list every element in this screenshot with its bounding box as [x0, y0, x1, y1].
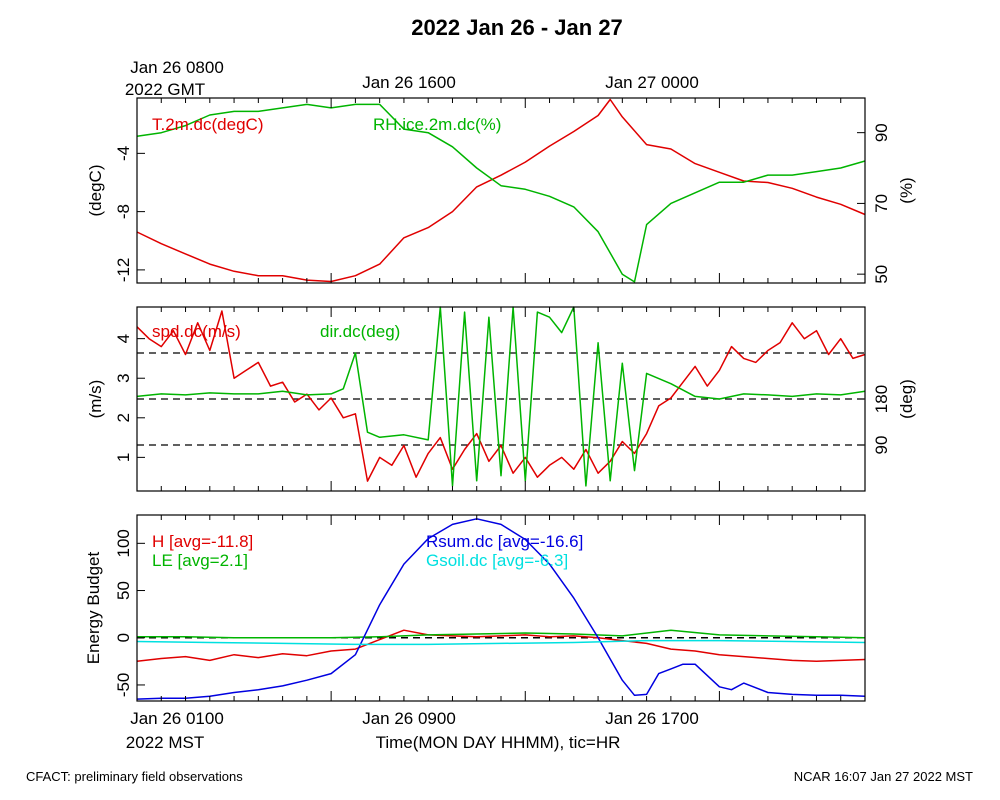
x-axis-label: Time(MON DAY HHMM), tic=HR: [376, 733, 621, 752]
wind-panel: 1 2 3 4 (m/s) 90 180 (deg) spd.dc(m/s) dir.dc(deg…: [86, 306, 916, 492]
left-tick-label-3: 4: [114, 334, 133, 343]
legend-0-1: RH.ice.2m.dc(%): [373, 115, 501, 134]
series-line-2-2: [136, 518, 866, 700]
energy-budget-panel: -50 0 50 100 Energy Budget H [avg=-11.8]LE [a…: [84, 514, 866, 702]
left-tick-label-3: 100: [114, 529, 133, 557]
legend-0-0: T.2m.dc(degC): [152, 115, 263, 134]
legend-1-0: spd.dc(m/s): [152, 322, 241, 341]
footer-left: CFACT: preliminary field observations: [26, 769, 243, 784]
right-tick-label-1: 70: [872, 194, 891, 213]
gmt-origin-label-line2: 2022 GMT: [125, 80, 205, 99]
legend-1-1: dir.dc(deg): [320, 322, 400, 341]
footer-right: NCAR 16:07 Jan 27 2022 MST: [794, 769, 973, 784]
gmt-tick-label-1: Jan 26 1600: [362, 73, 456, 92]
gmt-tick-label-2: Jan 27 0000: [605, 73, 699, 92]
legend-2-3: Gsoil.dc [avg=-6.3]: [426, 551, 568, 570]
series-line-1-0: [136, 310, 866, 482]
mst-origin-label-line2: 2022 MST: [126, 733, 204, 752]
temperature-humidity-panel: -4 -8 -12 (degC) 90 70 50 (%) T.2m.dc(degC) RH.ic…: [86, 97, 916, 284]
series-line-0-1: [136, 103, 866, 283]
left-tick-label-2: 3: [114, 373, 133, 382]
left-tick-label-0: 1: [114, 453, 133, 462]
left-tick-label-2: 50: [114, 581, 133, 600]
mst-tick-label-2: Jan 26 1700: [605, 709, 699, 728]
left-tick-label-1: 0: [114, 633, 133, 642]
legend-2-2: Rsum.dc [avg=-16.6]: [426, 532, 583, 551]
right-axis-label: (deg): [897, 379, 916, 419]
left-tick-label-1: -8: [114, 204, 133, 219]
series-line-2-0: [136, 629, 866, 663]
series-line-1-1: [136, 306, 866, 487]
mst-tick-label-1: Jan 26 0900: [362, 709, 456, 728]
left-tick-label-0: -50: [114, 673, 133, 698]
left-axis-label: (degC): [86, 165, 105, 217]
right-axis-label: (%): [897, 177, 916, 203]
left-tick-label-0: -4: [114, 146, 133, 161]
chart-title: 2022 Jan 26 - Jan 27: [411, 15, 623, 40]
left-tick-label-2: -12: [114, 258, 133, 283]
gmt-origin-label-line1: Jan 26 0800: [130, 58, 224, 77]
right-tick-label-0: 90: [872, 436, 891, 455]
left-tick-label-1: 2: [114, 413, 133, 422]
legend-2-1: LE [avg=2.1]: [152, 551, 248, 570]
legend-2-0: H [avg=-11.8]: [152, 532, 253, 551]
left-axis-label: Energy Budget: [84, 551, 103, 664]
series-line-2-1: [137, 629, 866, 639]
series-line-2-3: [136, 639, 866, 646]
series-line-0-0: [136, 98, 866, 283]
left-axis-label: (m/s): [86, 380, 105, 419]
right-tick-label-0: 90: [872, 123, 891, 142]
right-tick-label-1: 180: [872, 385, 891, 413]
mst-origin-label-line1: Jan 26 0100: [130, 709, 224, 728]
right-tick-label-2: 50: [872, 265, 891, 284]
